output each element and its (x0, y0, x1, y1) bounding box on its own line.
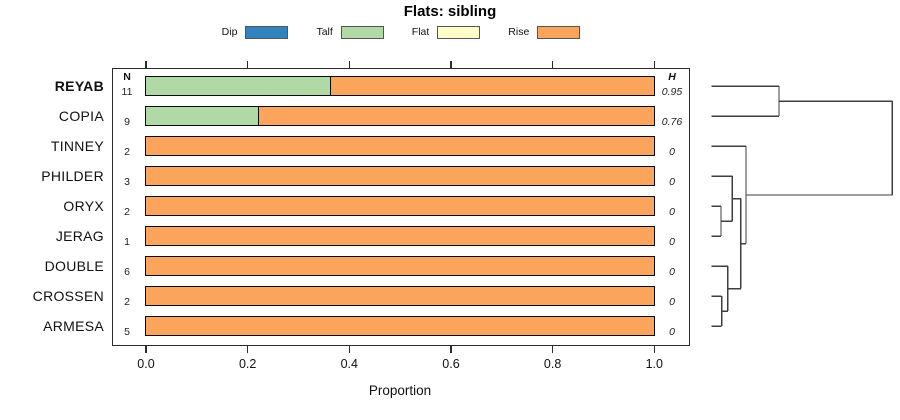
bar-segment-rise (145, 196, 654, 215)
x-tick-label: 0.8 (543, 357, 562, 371)
legend-item-dip: Dip (221, 25, 289, 39)
n-value: 5 (124, 326, 130, 339)
x-tick-bottom (653, 346, 656, 353)
h-value: 0 (669, 326, 675, 339)
x-axis-title: Proportion (368, 383, 432, 398)
y-axis-label-philder: PHILDER (41, 168, 104, 185)
bar-segment-rise (330, 76, 654, 95)
x-tick-top (653, 61, 656, 68)
chart-title: Flats: sibling (403, 3, 497, 20)
bar-segment-rise (145, 166, 654, 185)
h-value: 0.76 (661, 116, 683, 129)
h-value: 0 (669, 176, 675, 189)
bar-segment-rise (145, 136, 654, 155)
x-tick-top (348, 61, 351, 68)
n-value: 9 (124, 116, 130, 129)
bar-row-jerag (144, 225, 655, 246)
h-value: 0 (669, 266, 675, 279)
x-tick-top (145, 61, 147, 68)
y-axis-label-crossen: CROSSEN (32, 288, 104, 305)
bar-row-tinney (144, 135, 655, 156)
bar-segment-rise (258, 106, 654, 125)
x-tick-bottom (551, 346, 554, 353)
h-value: 0 (669, 296, 675, 309)
x-tick-bottom (450, 346, 452, 353)
n-value: 6 (124, 266, 130, 279)
legend-label-dip: Dip (221, 26, 238, 38)
legend: Dip Talf Flat Rise (112, 23, 690, 41)
bar-row-armesa (144, 315, 655, 336)
legend-item-rise: Rise (508, 25, 581, 39)
bar-segment-rise (145, 226, 654, 245)
bar-row-crossen (144, 285, 655, 306)
n-value: 2 (124, 146, 130, 159)
h-value: 0 (669, 206, 675, 219)
legend-swatch-flat (437, 25, 481, 39)
bar-row-philder (144, 165, 655, 186)
y-axis-label-jerag: JERAG (55, 228, 104, 245)
x-tick-top (551, 61, 554, 68)
x-tick-label: 0.6 (442, 357, 460, 371)
x-tick-label: 1.0 (645, 357, 663, 371)
bar-segment-rise (145, 256, 654, 275)
n-value: 1 (124, 236, 130, 249)
y-axis-label-copia: COPIA (58, 108, 104, 125)
y-axis-label-reyab: REYAB (54, 78, 104, 95)
n-column-header: N (123, 71, 131, 83)
bar-row-copia (144, 105, 655, 126)
bar-row-oryx (144, 195, 655, 216)
x-tick-label: 0.4 (340, 357, 358, 371)
legend-item-flat: Flat (411, 25, 481, 39)
bar-segment-rise (145, 316, 654, 335)
legend-swatch-dip (245, 25, 289, 39)
x-tick-label: 0.0 (137, 357, 155, 371)
n-value: 2 (124, 206, 130, 219)
n-value: 11 (121, 86, 133, 99)
h-value: 0 (669, 236, 675, 249)
x-tick-top (246, 61, 249, 68)
y-axis-label-tinney: TINNEY (50, 138, 104, 155)
legend-item-talf: Talf (316, 25, 384, 39)
y-axis-label-double: DOUBLE (44, 258, 104, 275)
bar-segment-rise (145, 286, 654, 305)
plot-frame (112, 68, 690, 346)
y-axis-label-armesa: ARMESA (43, 318, 104, 335)
legend-label-flat: Flat (411, 26, 430, 38)
x-tick-bottom (145, 346, 147, 353)
y-axis-label-oryx: ORYX (63, 198, 104, 215)
bar-row-reyab (144, 75, 655, 96)
bar-row-double (144, 255, 655, 276)
h-value: 0 (669, 146, 675, 159)
dendrogram (711, 85, 893, 327)
n-value: 2 (124, 296, 130, 309)
legend-label-talf: Talf (316, 26, 333, 38)
bar-segment-talf (145, 76, 331, 95)
h-column-header: H (668, 71, 676, 83)
legend-label-rise: Rise (508, 26, 530, 38)
h-value: 0.95 (661, 86, 683, 99)
x-tick-bottom (348, 346, 351, 353)
x-tick-top (450, 61, 452, 68)
x-tick-bottom (246, 346, 249, 353)
legend-swatch-rise (537, 25, 581, 39)
legend-swatch-talf (340, 25, 384, 39)
bar-segment-talf (145, 106, 259, 125)
n-value: 3 (124, 176, 130, 189)
x-tick-label: 0.2 (238, 357, 257, 371)
